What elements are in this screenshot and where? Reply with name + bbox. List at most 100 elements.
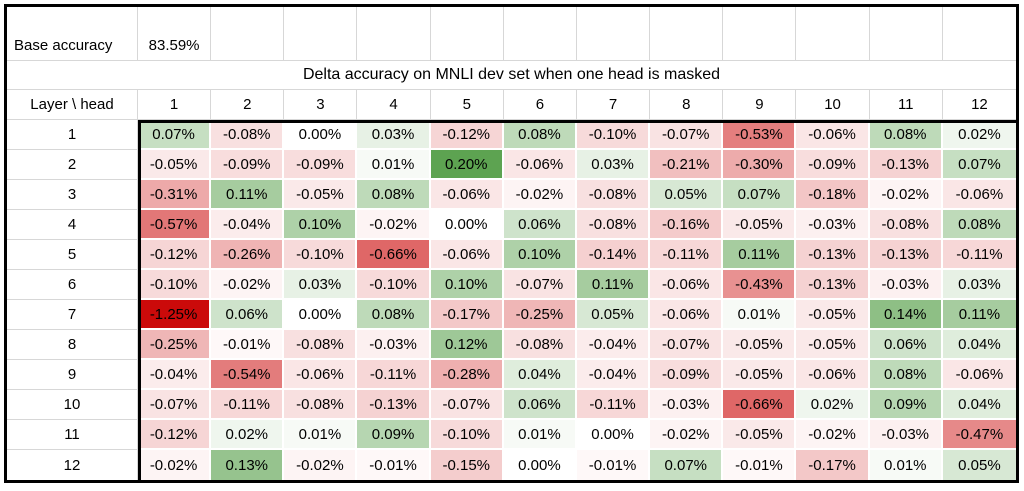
heatmap-cell[interactable]: -0.06% <box>430 240 504 270</box>
heatmap-cell[interactable]: -0.02% <box>650 420 724 450</box>
heatmap-cell[interactable]: -0.47% <box>942 420 1016 450</box>
head-column-header[interactable]: 4 <box>357 90 431 120</box>
heatmap-cell[interactable]: -0.03% <box>650 390 724 420</box>
heatmap-cell[interactable]: -0.08% <box>869 210 943 240</box>
heatmap-cell[interactable]: 0.02% <box>211 420 285 450</box>
empty-cell[interactable] <box>503 7 577 61</box>
heatmap-cell[interactable]: -0.17% <box>796 450 870 480</box>
heatmap-cell[interactable]: 0.07% <box>138 120 212 150</box>
heatmap-cell[interactable]: 0.11% <box>942 300 1016 330</box>
heatmap-cell[interactable]: -0.10% <box>430 420 504 450</box>
heatmap-cell[interactable]: -0.06% <box>650 300 724 330</box>
heatmap-cell[interactable]: -0.03% <box>796 210 870 240</box>
heatmap-cell[interactable]: -0.11% <box>211 390 285 420</box>
heatmap-cell[interactable]: 0.06% <box>211 300 285 330</box>
heatmap-cell[interactable]: -0.28% <box>430 360 504 390</box>
heatmap-cell[interactable]: -0.03% <box>357 330 431 360</box>
heatmap-cell[interactable]: 0.03% <box>942 270 1016 300</box>
heatmap-cell[interactable]: -0.13% <box>869 150 943 180</box>
heatmap-cell[interactable]: -0.15% <box>430 450 504 480</box>
heatmap-cell[interactable]: -0.02% <box>211 270 285 300</box>
heatmap-cell[interactable]: 0.13% <box>211 450 285 480</box>
heatmap-cell[interactable]: -0.26% <box>211 240 285 270</box>
heatmap-cell[interactable]: -0.03% <box>869 420 943 450</box>
heatmap-cell[interactable]: 0.05% <box>650 180 724 210</box>
heatmap-cell[interactable]: -0.11% <box>576 390 651 420</box>
heatmap-cell[interactable]: -0.02% <box>503 180 577 210</box>
heatmap-cell[interactable]: -0.06% <box>796 120 870 150</box>
heatmap-cell[interactable]: -0.01% <box>576 450 651 480</box>
heatmap-cell[interactable]: 0.12% <box>430 330 504 360</box>
heatmap-cell[interactable]: -0.04% <box>576 360 651 390</box>
empty-cell[interactable] <box>357 7 431 61</box>
heatmap-cell[interactable]: -0.11% <box>357 360 431 390</box>
heatmap-cell[interactable]: 0.08% <box>357 180 431 210</box>
corner-label[interactable]: Layer \ head <box>7 90 138 120</box>
empty-cell[interactable] <box>942 7 1016 61</box>
heatmap-cell[interactable]: -0.02% <box>869 180 943 210</box>
heatmap-cell[interactable]: 0.02% <box>942 120 1016 150</box>
layer-row-header[interactable]: 10 <box>7 390 138 420</box>
heatmap-cell[interactable]: -0.13% <box>796 240 870 270</box>
heatmap-cell[interactable]: -0.01% <box>357 450 431 480</box>
heatmap-cell[interactable]: 0.05% <box>576 300 651 330</box>
heatmap-cell[interactable]: 0.00% <box>503 450 577 480</box>
heatmap-cell[interactable]: -0.07% <box>650 120 724 150</box>
heatmap-cell[interactable]: -0.18% <box>796 180 870 210</box>
heatmap-cell[interactable]: 0.03% <box>357 120 431 150</box>
heatmap-cell[interactable]: 0.06% <box>503 210 577 240</box>
layer-row-header[interactable]: 8 <box>7 330 138 360</box>
heatmap-cell[interactable]: -0.08% <box>284 390 358 420</box>
heatmap-cell[interactable]: 0.06% <box>869 330 943 360</box>
heatmap-cell[interactable]: -0.05% <box>284 180 358 210</box>
heatmap-cell[interactable]: -0.25% <box>138 330 212 360</box>
base-accuracy-label[interactable]: Base accuracy <box>7 7 138 61</box>
empty-cell[interactable] <box>796 7 870 61</box>
heatmap-cell[interactable]: 0.05% <box>942 450 1016 480</box>
layer-row-header[interactable]: 6 <box>7 270 138 300</box>
heatmap-cell[interactable]: 0.08% <box>869 360 943 390</box>
head-column-header[interactable]: 3 <box>284 90 358 120</box>
heatmap-cell[interactable]: -0.05% <box>796 330 870 360</box>
heatmap-cell[interactable]: 0.09% <box>357 420 431 450</box>
heatmap-cell[interactable]: 0.04% <box>942 330 1016 360</box>
empty-cell[interactable] <box>211 7 285 61</box>
heatmap-cell[interactable]: -0.05% <box>723 360 797 390</box>
heatmap-cell[interactable]: -0.10% <box>284 240 358 270</box>
layer-row-header[interactable]: 2 <box>7 150 138 180</box>
heatmap-cell[interactable]: -0.09% <box>211 150 285 180</box>
heatmap-cell[interactable]: -0.02% <box>796 420 870 450</box>
heatmap-cell[interactable]: -0.57% <box>138 210 212 240</box>
empty-cell[interactable] <box>650 7 724 61</box>
heatmap-cell[interactable]: 0.11% <box>723 240 797 270</box>
heatmap-cell[interactable]: 0.06% <box>503 390 577 420</box>
empty-cell[interactable] <box>576 7 651 61</box>
head-column-header[interactable]: 10 <box>796 90 870 120</box>
layer-row-header[interactable]: 1 <box>7 120 138 150</box>
head-column-header[interactable]: 6 <box>503 90 577 120</box>
heatmap-cell[interactable]: -0.08% <box>211 120 285 150</box>
heatmap-cell[interactable]: 0.01% <box>357 150 431 180</box>
layer-row-header[interactable]: 9 <box>7 360 138 390</box>
heatmap-cell[interactable]: 0.08% <box>503 120 577 150</box>
layer-row-header[interactable]: 11 <box>7 420 138 450</box>
heatmap-cell[interactable]: 0.08% <box>357 300 431 330</box>
heatmap-cell[interactable]: -0.07% <box>430 390 504 420</box>
heatmap-cell[interactable]: -0.08% <box>284 330 358 360</box>
heatmap-cell[interactable]: -0.05% <box>723 420 797 450</box>
heatmap-cell[interactable]: 0.10% <box>503 240 577 270</box>
heatmap-cell[interactable]: -0.14% <box>576 240 651 270</box>
heatmap-cell[interactable]: -0.08% <box>576 180 651 210</box>
heatmap-cell[interactable]: 0.08% <box>869 120 943 150</box>
heatmap-cell[interactable]: -0.09% <box>284 150 358 180</box>
heatmap-cell[interactable]: 0.11% <box>211 180 285 210</box>
head-column-header[interactable]: 1 <box>138 90 212 120</box>
heatmap-cell[interactable]: -0.05% <box>796 300 870 330</box>
empty-cell[interactable] <box>284 7 358 61</box>
layer-row-header[interactable]: 3 <box>7 180 138 210</box>
layer-row-header[interactable]: 7 <box>7 300 138 330</box>
heatmap-cell[interactable]: -0.10% <box>138 270 212 300</box>
heatmap-cell[interactable]: -0.08% <box>576 210 651 240</box>
heatmap-cell[interactable]: -0.53% <box>723 120 797 150</box>
heatmap-cell[interactable]: -0.06% <box>650 270 724 300</box>
